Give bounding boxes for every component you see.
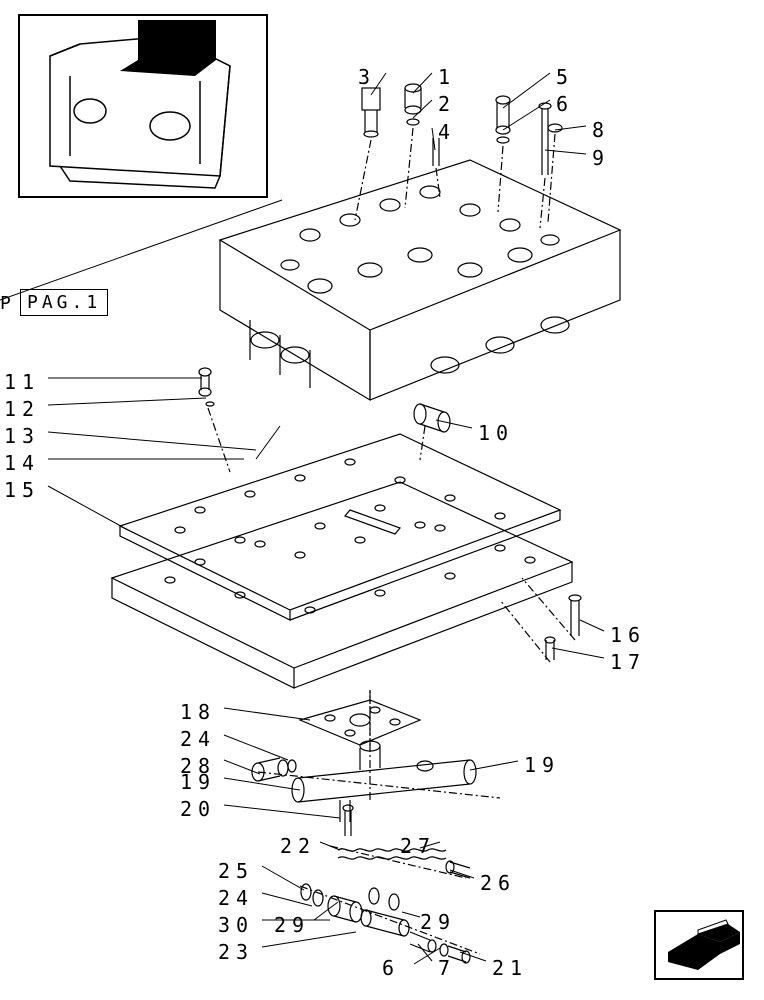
callout-6: 6 (382, 956, 400, 980)
callout-8: 8 (592, 118, 610, 142)
callout-28: 28 (180, 754, 216, 778)
callout-16: 16 (610, 623, 646, 647)
callout-11: 11 (4, 370, 40, 394)
callout-30: 30 (218, 913, 254, 937)
callout-19: 19 (524, 753, 560, 777)
callout-13: 13 (4, 424, 40, 448)
callout-26: 26 (480, 871, 516, 895)
callout-23: 23 (218, 940, 254, 964)
callout-24: 24 (218, 886, 254, 910)
callout-12: 12 (4, 397, 40, 421)
callout-15: 15 (4, 478, 40, 502)
upper-valve-body (220, 160, 620, 400)
callout-22: 22 (280, 834, 316, 858)
callout-10: 10 (478, 421, 514, 445)
callout-24: 24 (180, 727, 216, 751)
callout-2: 2 (438, 92, 456, 116)
callout-18: 18 (180, 700, 216, 724)
callout-27: 27 (400, 834, 436, 858)
callout-5: 5 (556, 65, 574, 89)
corner-nav-icon (654, 910, 744, 980)
callout-4: 4 (438, 120, 456, 144)
callout-21: 21 (492, 956, 528, 980)
callout-1: 1 (438, 65, 456, 89)
callout-14: 14 (4, 451, 40, 475)
exploded-view-diagram (0, 0, 764, 1000)
callout-29: 29 (274, 913, 310, 937)
callout-17: 17 (610, 650, 646, 674)
callout-9: 9 (592, 146, 610, 170)
callout-6: 6 (556, 92, 574, 116)
callout-25: 25 (218, 859, 254, 883)
callout-3: 3 (358, 65, 376, 89)
callout-7: 7 (438, 956, 456, 980)
callout-20: 20 (180, 797, 216, 821)
callout-29: 29 (420, 910, 456, 934)
